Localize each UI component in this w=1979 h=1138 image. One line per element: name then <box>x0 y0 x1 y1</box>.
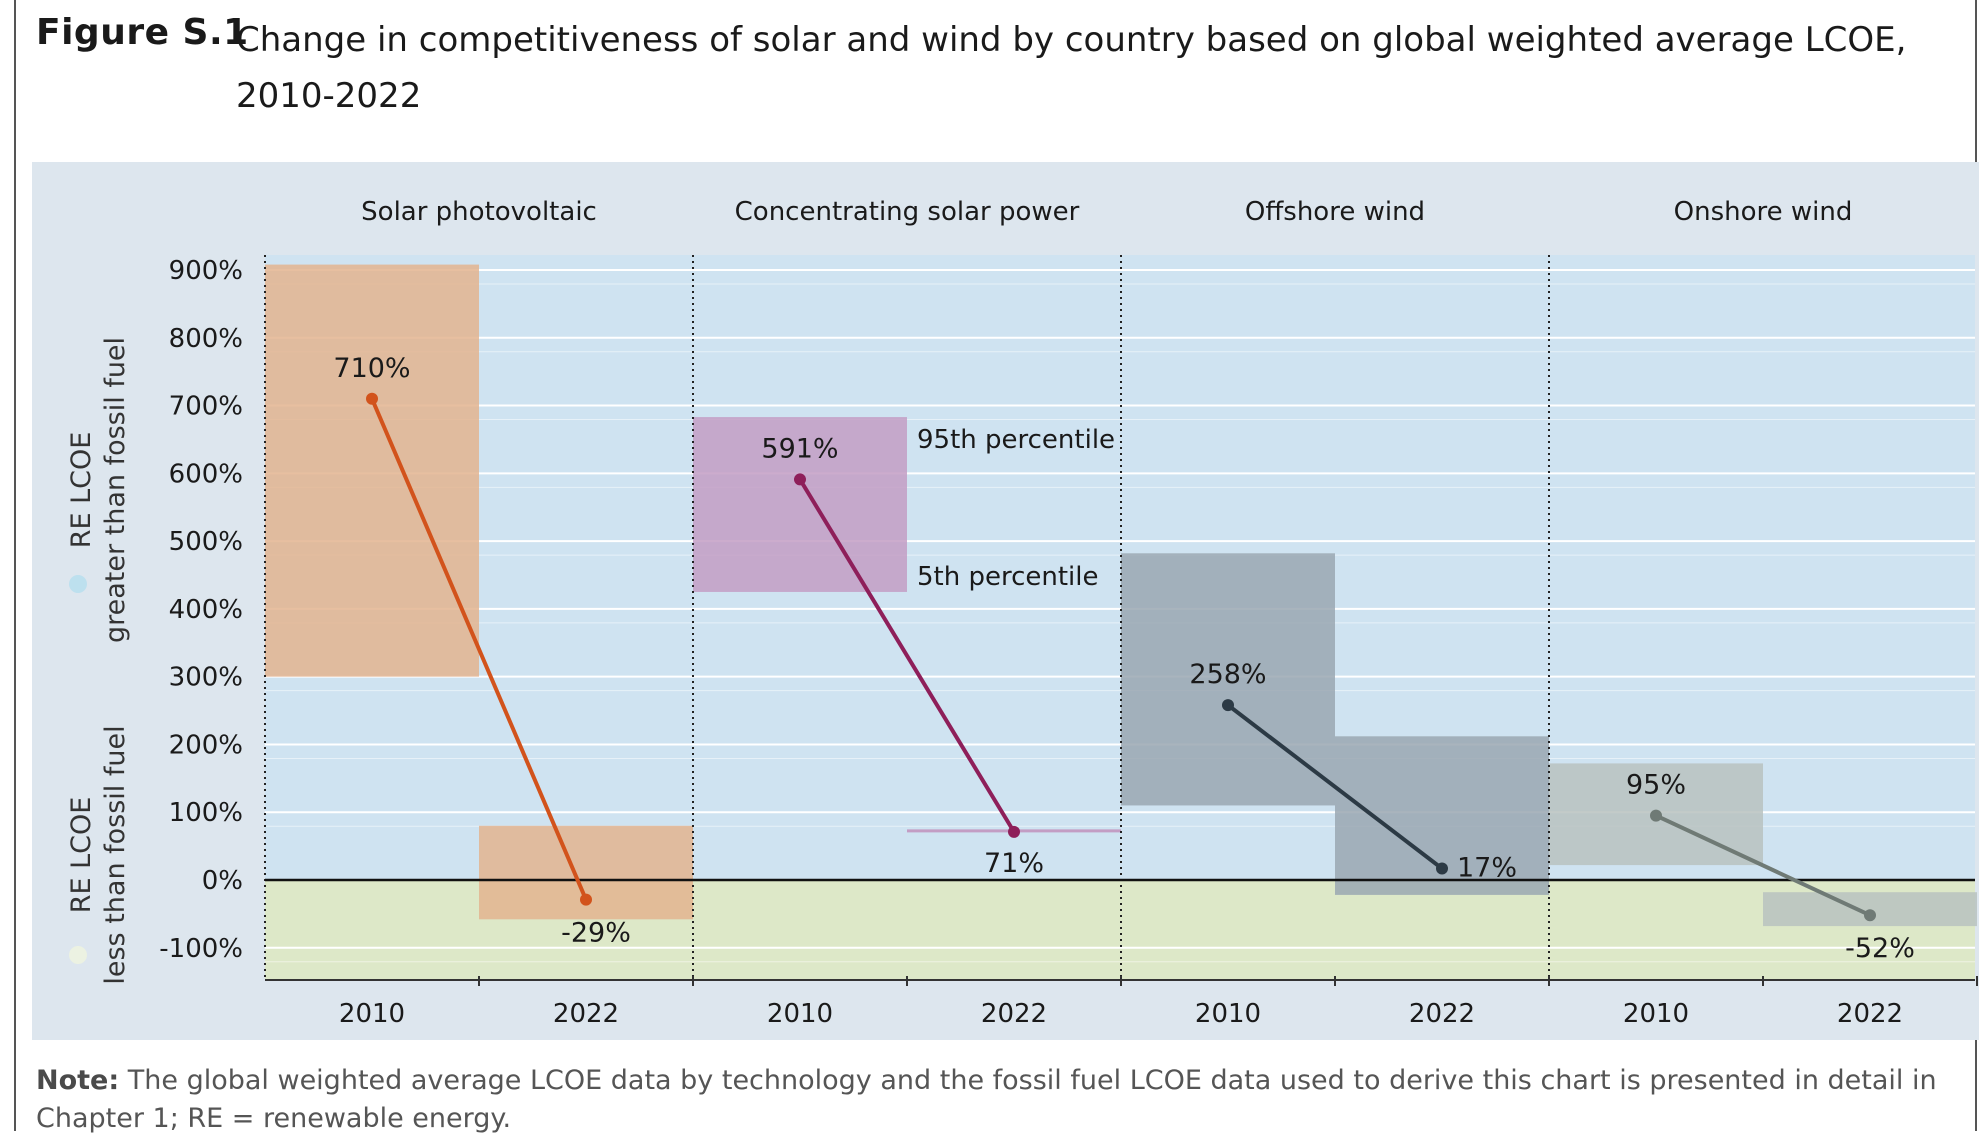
series-lines <box>370 397 1871 918</box>
y-tick-label: 100% <box>169 798 243 828</box>
data-label: -52% <box>1845 933 1915 964</box>
data-labels: 710% -29% 591% 71% 258% 17% 95% -52% <box>333 353 1914 964</box>
lower-legend-dot <box>69 946 87 964</box>
note-text: The global weighted average LCOE data by… <box>36 1065 1937 1134</box>
x-tick-label: 2010 <box>1195 999 1261 1029</box>
data-label: -29% <box>561 918 631 949</box>
y-tick-label: 500% <box>169 527 243 557</box>
x-tick-label: 2010 <box>339 999 405 1029</box>
y-tick-label: 400% <box>169 595 243 625</box>
series-points <box>366 392 1876 922</box>
data-label: 591% <box>761 433 838 464</box>
x-tick-label: 2022 <box>553 999 619 1029</box>
p5-annotation: 5th percentile <box>917 562 1099 592</box>
x-axis-ticks: 2010 2022 2010 2022 2010 2022 2010 2022 <box>339 976 1978 1029</box>
percentile-band <box>1121 553 1335 806</box>
figure-header: Figure S.1 Change in competitiveness of … <box>36 12 1936 122</box>
side-label-upper-line1: RE LCOE <box>66 432 97 549</box>
y-tick-label: -100% <box>159 934 243 964</box>
data-point <box>580 893 592 906</box>
data-label: 258% <box>1189 659 1266 690</box>
x-tick-label: 2010 <box>1623 999 1689 1029</box>
y-tick-label: 300% <box>169 663 243 693</box>
data-label: 71% <box>984 848 1044 879</box>
figure-label: Figure S.1 <box>36 12 249 53</box>
y-tick-label: 700% <box>169 392 243 422</box>
x-tick-label: 2022 <box>981 999 1047 1029</box>
y-tick-label: 800% <box>169 324 243 354</box>
data-point <box>794 473 806 486</box>
chart-area: 900% 800% 700% 600% 500% 400% 300% 200% 100% 0% -1… <box>32 162 1979 1040</box>
x-tick-label: 2010 <box>767 999 833 1029</box>
data-point <box>1650 809 1662 822</box>
panel-dividers <box>264 255 1550 980</box>
side-label-upper: RE LCOE greater than fossil fuel <box>66 337 131 643</box>
y-tick-label: 0% <box>202 866 243 896</box>
x-tick-label: 2022 <box>1409 999 1475 1029</box>
data-label: 710% <box>333 353 410 384</box>
percentile-band <box>265 264 479 677</box>
data-point <box>366 392 378 405</box>
series-line <box>370 397 588 901</box>
data-point <box>1436 862 1448 875</box>
panel-title: Onshore wind <box>1674 197 1853 227</box>
side-label-lower-line2: less than fossil fuel <box>100 725 131 984</box>
x-tick-label: 2022 <box>1837 999 1903 1029</box>
figure-note: Note: The global weighted average LCOE d… <box>36 1062 1956 1138</box>
y-tick-label: 600% <box>169 459 243 489</box>
data-point <box>1864 909 1876 922</box>
data-point <box>1222 699 1234 712</box>
series-line <box>798 478 1016 833</box>
note-label: Note: <box>36 1065 120 1096</box>
y-tick-label: 200% <box>169 730 243 760</box>
panel-titles: Solar photovoltaic Concentrating solar po… <box>361 197 1852 227</box>
panel-title: Concentrating solar power <box>735 197 1080 227</box>
panel-title: Solar photovoltaic <box>361 197 597 227</box>
side-label-lower: RE LCOE less than fossil fuel <box>66 725 131 984</box>
data-label: 95% <box>1626 770 1686 801</box>
data-label: 17% <box>1457 852 1517 883</box>
figure-title: Change in competitiveness of solar and w… <box>236 20 1907 116</box>
upper-legend-dot <box>69 575 87 593</box>
percentile-band <box>693 417 907 592</box>
y-axis-ticks: 900% 800% 700% 600% 500% 400% 300% 200% 100% 0% -1… <box>159 256 243 964</box>
data-point <box>1008 825 1020 838</box>
side-label-lower-line1: RE LCOE <box>66 797 97 914</box>
series-line <box>1655 813 1871 918</box>
p95-annotation: 95th percentile <box>917 425 1115 455</box>
percentile-bands <box>265 264 1977 927</box>
series-line <box>1226 703 1444 871</box>
panel-title: Offshore wind <box>1245 197 1425 227</box>
side-label-upper-line2: greater than fossil fuel <box>100 337 131 643</box>
y-tick-label: 900% <box>169 256 243 286</box>
